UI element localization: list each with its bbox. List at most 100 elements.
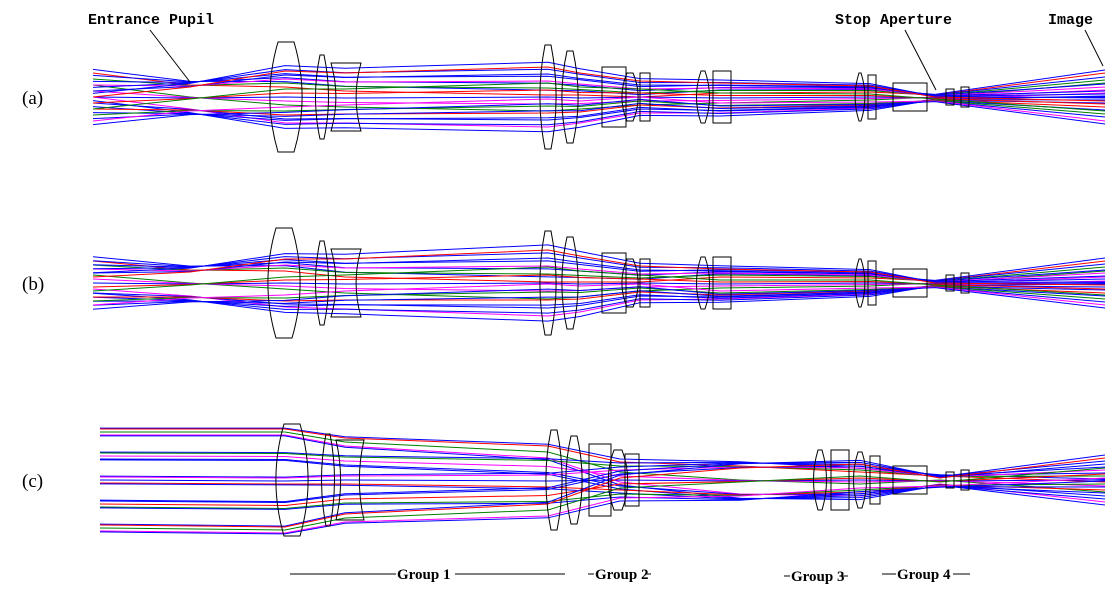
ray	[92, 68, 1105, 97]
lens	[621, 72, 639, 122]
ray	[92, 82, 1105, 112]
lens	[561, 236, 579, 330]
ray	[92, 78, 1105, 97]
panel-label: (a)	[22, 88, 43, 109]
ray	[92, 266, 1105, 296]
lens	[854, 258, 866, 308]
lens	[267, 227, 301, 339]
group-label: Group 1	[397, 567, 451, 583]
lens	[607, 449, 629, 511]
lens	[335, 439, 365, 521]
group-label: Group 4	[897, 567, 951, 583]
ray	[92, 249, 1105, 286]
lens	[275, 423, 309, 537]
lens	[854, 72, 866, 122]
ray	[92, 252, 1105, 283]
ray	[92, 286, 1105, 310]
ray	[92, 82, 1105, 112]
ray	[99, 486, 1105, 510]
ray	[92, 100, 1105, 121]
pointer	[904, 29, 937, 91]
ray	[92, 99, 1105, 116]
ray	[92, 285, 1105, 302]
ray	[99, 467, 1105, 531]
image-label: Image	[1048, 12, 1093, 29]
ray	[92, 257, 1105, 284]
lens	[330, 248, 362, 318]
stop-aperture-label: Stop Aperture	[835, 12, 952, 29]
ray	[92, 286, 1105, 307]
lens	[315, 54, 329, 140]
ray	[92, 264, 1105, 283]
lens	[830, 449, 850, 511]
ray	[92, 72, 1105, 98]
lens	[867, 74, 877, 120]
lens	[588, 443, 612, 517]
lens	[945, 88, 955, 106]
ray	[92, 66, 1105, 102]
ray	[92, 89, 1105, 105]
lens	[321, 433, 335, 527]
lens	[624, 453, 640, 507]
ray	[92, 283, 1105, 322]
panel-label: (c)	[22, 471, 43, 492]
lens	[639, 72, 651, 122]
lens	[539, 44, 557, 150]
ray	[92, 99, 1105, 126]
ray	[99, 480, 1105, 535]
lens	[696, 256, 710, 310]
ray	[92, 282, 1105, 285]
ray	[92, 286, 1105, 306]
lens	[601, 252, 627, 314]
ray	[92, 264, 1105, 283]
lens	[945, 274, 955, 292]
ray	[100, 435, 1105, 506]
ray	[99, 457, 1105, 528]
lens	[945, 471, 955, 489]
lens	[960, 469, 970, 491]
ray	[92, 98, 1105, 126]
lens	[960, 272, 970, 294]
lens	[565, 435, 583, 525]
ray	[92, 260, 1105, 283]
lens	[960, 86, 970, 108]
ray	[92, 78, 1105, 97]
lens	[892, 465, 928, 495]
lens	[867, 260, 877, 306]
pointer	[1084, 29, 1104, 67]
lens	[712, 70, 732, 124]
ray	[92, 73, 1105, 98]
ray	[92, 96, 1105, 122]
ray	[92, 95, 1105, 133]
lens	[601, 66, 627, 128]
lens-elements	[267, 41, 970, 537]
lens	[539, 230, 557, 336]
lens	[892, 268, 928, 298]
lens	[315, 240, 329, 326]
lens	[869, 455, 881, 505]
lens	[639, 258, 651, 308]
lens	[853, 451, 867, 509]
ray	[92, 274, 1105, 290]
lens	[696, 70, 710, 124]
pointer	[149, 29, 191, 83]
group-label: Group 3	[791, 569, 845, 585]
lens	[561, 50, 579, 144]
lens	[330, 62, 362, 132]
ray	[92, 96, 1105, 99]
lens	[892, 82, 928, 112]
lens	[269, 41, 303, 153]
ray	[92, 285, 1105, 314]
entrance-pupil-label: Entrance Pupil	[88, 12, 214, 29]
panel-label: (b)	[22, 274, 44, 295]
ray	[92, 61, 1105, 99]
ray	[92, 89, 1105, 105]
lens	[813, 449, 827, 511]
lens	[621, 258, 639, 308]
ray	[92, 100, 1105, 120]
group-label: Group 2	[595, 567, 649, 583]
ray	[92, 244, 1105, 283]
lens	[712, 256, 732, 310]
ray-traces	[92, 61, 1105, 535]
